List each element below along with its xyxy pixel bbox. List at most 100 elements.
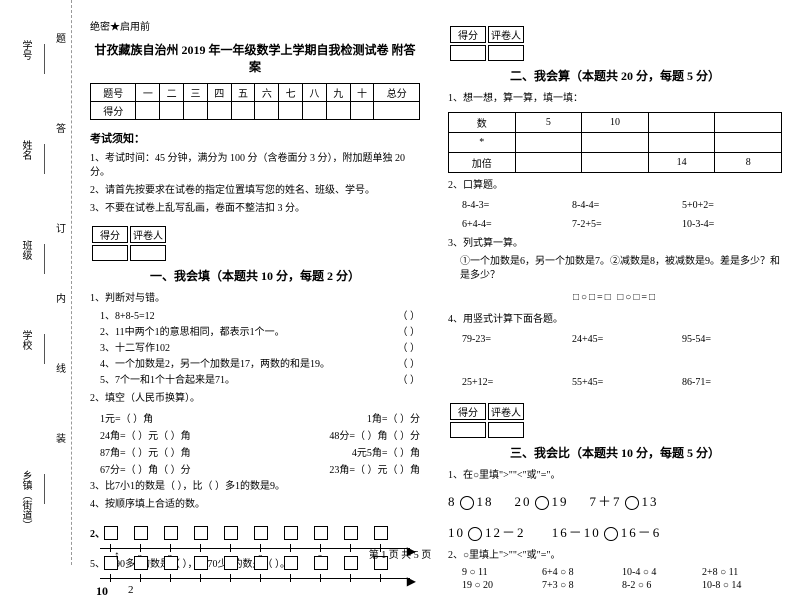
side-underline bbox=[44, 44, 45, 74]
num-box bbox=[134, 526, 148, 540]
side-label: 学校 bbox=[18, 330, 33, 350]
compare-row-small: 19 ○ 207+3 ○ 88-2 ○ 610-8 ○ 14 bbox=[448, 580, 782, 591]
notice-item: 1、考试时间：45 分钟，满分为 100 分（含卷面分 3 分），附加题单独 2… bbox=[90, 152, 420, 180]
currency-row: 67分=（ ）角（ ）分23角=（ ）元（ ）角 bbox=[90, 461, 420, 476]
th: 题号 bbox=[91, 84, 136, 102]
page-footer: 第 1 页 共 5 页 bbox=[0, 546, 800, 561]
compare-circle bbox=[535, 496, 549, 510]
left-column: 绝密★启用前 甘孜藏族自治州 2019 年一年级数学上学期自我检测试卷 附答案 … bbox=[90, 18, 420, 547]
th: 一 bbox=[136, 84, 160, 102]
sb-label: 评卷人 bbox=[488, 26, 524, 43]
judge-item: 4、一个加数是2，另一个加数是17，两数的和是19。（ ） bbox=[90, 358, 420, 372]
th: 总分 bbox=[374, 84, 420, 102]
th: 二 bbox=[160, 84, 184, 102]
fold-char: 线 bbox=[56, 360, 66, 375]
side-label: 班级 bbox=[18, 240, 33, 260]
section1-title: 一、我会填（本题共 10 分，每题 2 分） bbox=[90, 267, 420, 284]
num-box bbox=[344, 526, 358, 540]
th: 六 bbox=[255, 84, 279, 102]
axis bbox=[100, 578, 410, 579]
compare-circle bbox=[460, 496, 474, 510]
side-underline bbox=[44, 474, 45, 504]
section3-title: 三、我会比（本题共 10 分，每题 5 分） bbox=[448, 444, 782, 461]
th: 三 bbox=[184, 84, 208, 102]
s2q4-head: 4、用竖式计算下面各题。 bbox=[448, 313, 782, 327]
sb-label: 得分 bbox=[450, 26, 486, 43]
sb-label: 评卷人 bbox=[130, 226, 166, 243]
th: 十 bbox=[350, 84, 374, 102]
q4: 4、按顺序填上合适的数。 bbox=[90, 498, 420, 512]
right-column: 得分评卷人 二、我会算（本题共 20 分，每题 5 分） 1、想一想，算一算，填… bbox=[448, 18, 782, 547]
th: 五 bbox=[231, 84, 255, 102]
side-label: 姓名 bbox=[18, 140, 33, 160]
judge-item: 5、7个一和1个十合起来是71。（ ） bbox=[90, 374, 420, 388]
num-box bbox=[224, 526, 238, 540]
s2q1-head: 1、想一想，算一算，填一填： bbox=[448, 92, 782, 106]
sb-label: 评卷人 bbox=[488, 403, 524, 420]
section-scorebox: 得分评卷人 bbox=[448, 401, 782, 440]
side-underline bbox=[44, 144, 45, 174]
fold-char: 订 bbox=[56, 220, 66, 235]
q1-head: 1、判断对与错。 bbox=[90, 292, 420, 306]
currency-row: 24角=（ ）元（ ）角48分=（ ）角（ ）分 bbox=[90, 427, 420, 442]
vcalc-row: 25+12=55+45=86-71= bbox=[448, 374, 782, 391]
num-box bbox=[194, 526, 208, 540]
num-box bbox=[284, 526, 298, 540]
notice-heading: 考试须知： bbox=[90, 130, 420, 146]
judge-item: 2、11中两个1的意思相同，都表示1个一。（ ） bbox=[90, 326, 420, 340]
notice-item: 2、请首先按要求在试卷的指定位置填写您的姓名、班级、学号。 bbox=[90, 184, 420, 198]
currency-row: 1元=（ ）角1角=（ ）分 bbox=[90, 410, 420, 425]
fold-char: 内 bbox=[56, 290, 66, 305]
side-underline bbox=[44, 244, 45, 274]
th: 九 bbox=[326, 84, 350, 102]
num-box bbox=[104, 526, 118, 540]
th: 七 bbox=[279, 84, 303, 102]
side-underline bbox=[44, 334, 45, 364]
s2q2-head: 2、口算题。 bbox=[448, 179, 782, 193]
compare-row: 818 2019 7＋713 bbox=[448, 491, 782, 510]
s2q3-head: 3、列式算一算。 bbox=[448, 237, 782, 251]
binding-sidebar: 学号 姓名 班级 学校 乡镇（街道） 题 答 订 内 线 装 bbox=[0, 0, 72, 565]
s3q1-head: 1、在○里填">""<"或"="。 bbox=[448, 469, 782, 483]
num-box bbox=[314, 526, 328, 540]
th: 八 bbox=[303, 84, 327, 102]
sb-label: 得分 bbox=[92, 226, 128, 243]
th: 四 bbox=[207, 84, 231, 102]
q3: 3、比7小1的数是（ ），比（ ）多1的数是9。 bbox=[90, 480, 420, 494]
s2q3-text: ①一个加数是6，另一个加数是7。②减数是8，被减数是9。差是多少？和是多少？ bbox=[448, 255, 782, 283]
section-scorebox: 得分评卷人 bbox=[448, 24, 782, 63]
side-label: 乡镇（街道） bbox=[18, 470, 33, 530]
side-label: 学号 bbox=[18, 40, 33, 60]
exam-title: 甘孜藏族自治州 2019 年一年级数学上学期自我检测试卷 附答案 bbox=[90, 41, 420, 75]
arrow-right-icon: ▶ bbox=[407, 574, 416, 589]
compare-row: 1012－2 16－1016－6 bbox=[448, 522, 782, 541]
judge-item: 1、8+8-5=12（ ） bbox=[90, 310, 420, 324]
compare-circle bbox=[604, 527, 618, 541]
fold-char: 答 bbox=[56, 120, 66, 135]
section2-title: 二、我会算（本题共 20 分，每题 5 分） bbox=[448, 67, 782, 84]
fold-char: 题 bbox=[56, 30, 66, 45]
num-box bbox=[374, 526, 388, 540]
score-summary-table: 题号 一 二 三 四 五 六 七 八 九 十 总分 得分 bbox=[90, 83, 420, 120]
sb-label: 得分 bbox=[450, 403, 486, 420]
page-content: 绝密★启用前 甘孜藏族自治州 2019 年一年级数学上学期自我检测试卷 附答案 … bbox=[90, 18, 782, 547]
mental-row: 6+4-4=7-2+5=10-3-4= bbox=[448, 216, 782, 233]
nl2-start: 10 bbox=[96, 584, 108, 599]
mental-row: 8-4-3=8-4-4=5+0+2= bbox=[448, 197, 782, 214]
compare-circle bbox=[468, 527, 482, 541]
fold-char: 装 bbox=[56, 430, 66, 445]
s2q3-boxes: □○□=□ □○□=□ bbox=[448, 291, 782, 305]
nl2-first: 2 bbox=[128, 584, 134, 596]
doubling-table: 数 5 10 * 加倍 14 8 bbox=[448, 112, 782, 173]
currency-row: 87角=（ ）元（ ）角4元5角=（ ）角 bbox=[90, 444, 420, 459]
judge-item: 3、十二写作102（ ） bbox=[90, 342, 420, 356]
row-label: 得分 bbox=[91, 102, 136, 120]
q2-head: 2、填空（人民币换算）。 bbox=[90, 392, 420, 406]
section-scorebox: 得分评卷人 bbox=[90, 224, 420, 263]
compare-circle bbox=[625, 496, 639, 510]
num-box bbox=[254, 526, 268, 540]
vcalc-row: 79-23=24+45=95-54= bbox=[448, 331, 782, 348]
compare-row-small: 9 ○ 116+4 ○ 810-4 ○ 42+8 ○ 11 bbox=[448, 567, 782, 578]
confidential-label: 绝密★启用前 bbox=[90, 18, 420, 33]
num-box bbox=[164, 526, 178, 540]
